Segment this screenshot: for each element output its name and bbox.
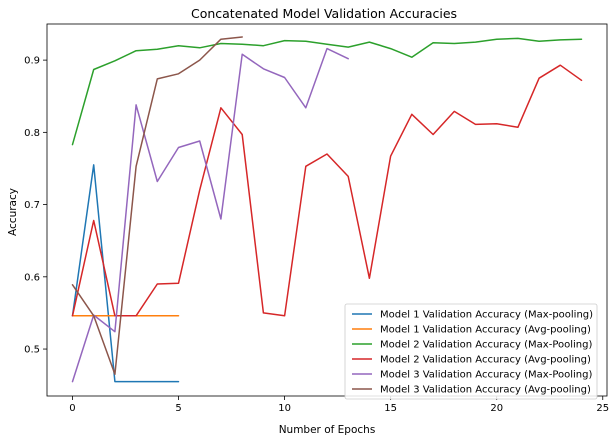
x-axis-label: Number of Epochs: [279, 424, 376, 436]
legend-label-5: Model 3 Validation Accuracy (Max-Pooling…: [380, 370, 592, 381]
series-line-4: [71, 64, 583, 317]
series-line-6: [71, 36, 243, 376]
y-tick-label: 0.6: [24, 272, 40, 283]
y-tick-label: 0.9: [24, 56, 40, 67]
y-tick-label: 0.7: [24, 200, 40, 211]
legend-frame: [344, 303, 598, 400]
x-tick-label: 5: [175, 403, 181, 414]
chart-title: Concatenated Model Validation Accuracies: [191, 6, 457, 21]
x-tick-label: 10: [278, 403, 291, 414]
x-tick-label: 15: [384, 403, 397, 414]
y-tick-label: 0.5: [24, 345, 40, 356]
legend-label-6: Model 3 Validation Accuracy (Avg-pooling…: [380, 385, 591, 396]
plot-area: [71, 36, 583, 383]
x-tick-label: 0: [69, 403, 75, 414]
legend-label-1: Model 1 Validation Accuracy (Max-pooling…: [380, 310, 593, 321]
x-tick-label: 20: [490, 403, 503, 414]
series-line-5: [71, 47, 349, 383]
series-line-3: [71, 37, 583, 146]
legend-label-3: Model 2 Validation Accuracy (Max-Pooling…: [380, 340, 592, 351]
series-line-1: [71, 164, 180, 383]
x-tick-label: 25: [596, 403, 609, 414]
legend-label-2: Model 1 Validation Accuracy (Avg-pooling…: [380, 325, 591, 336]
legend-label-4: Model 2 Validation Accuracy (Avg-pooling…: [380, 355, 591, 366]
legend: Model 1 Validation Accuracy (Max-pooling…: [344, 303, 598, 400]
y-axis-label: Accuracy: [7, 188, 19, 236]
plot-frame: [46, 23, 608, 397]
y-axis: 0.5 0.6 0.7 0.8 0.9: [24, 56, 47, 356]
y-tick-label: 0.8: [24, 128, 40, 139]
